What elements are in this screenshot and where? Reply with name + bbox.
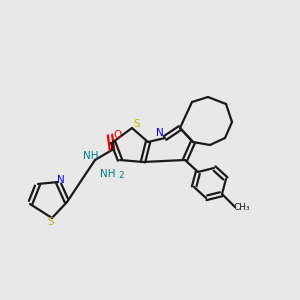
Text: 2: 2 bbox=[118, 170, 124, 179]
Text: N: N bbox=[57, 175, 65, 185]
Text: NH: NH bbox=[83, 151, 99, 161]
Text: N: N bbox=[156, 128, 164, 138]
Text: S: S bbox=[48, 217, 54, 227]
Text: O: O bbox=[113, 130, 121, 140]
Text: NH: NH bbox=[100, 169, 116, 179]
Text: S: S bbox=[134, 119, 140, 129]
Text: CH₃: CH₃ bbox=[234, 202, 250, 211]
